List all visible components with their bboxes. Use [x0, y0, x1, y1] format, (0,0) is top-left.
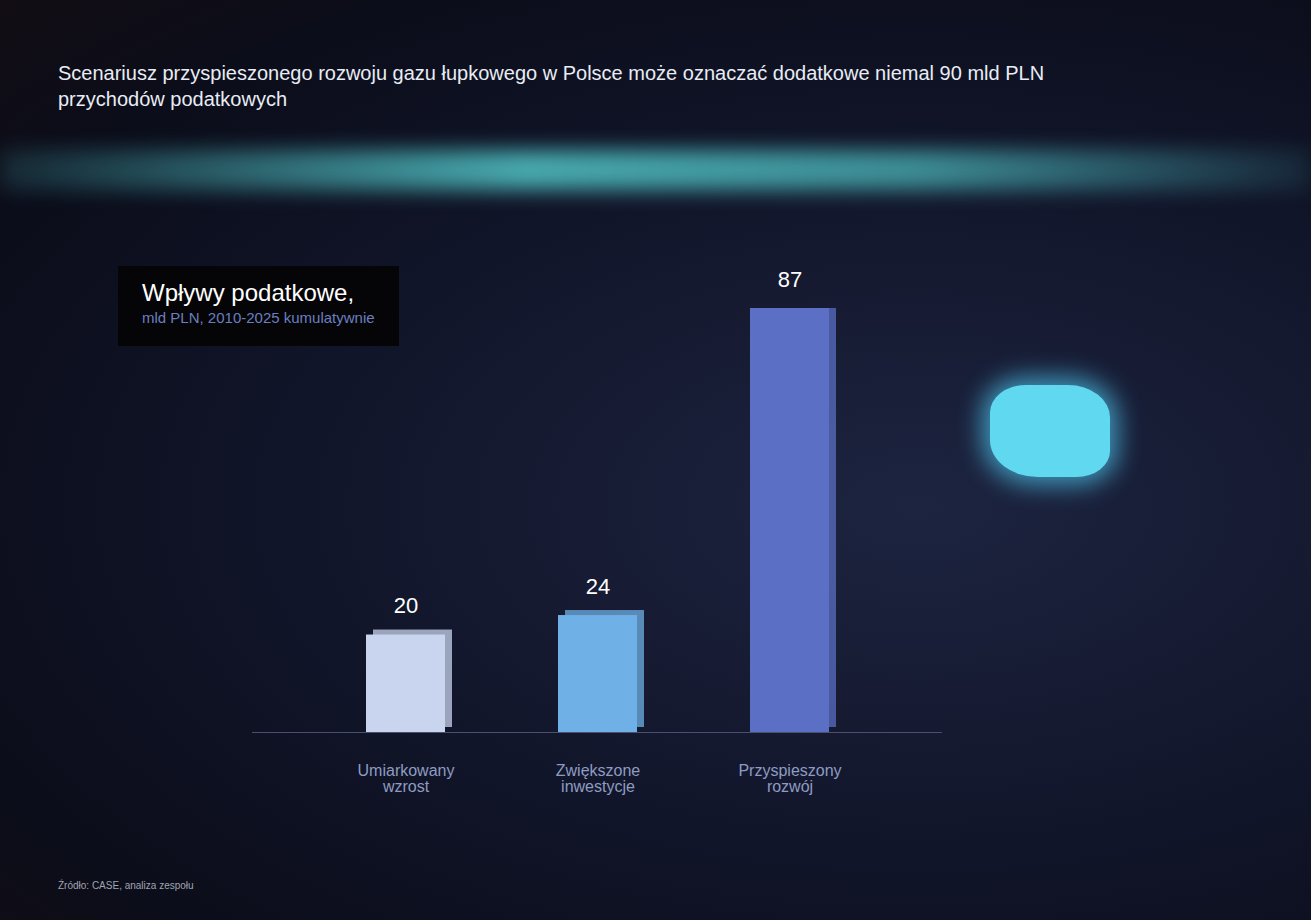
svg-text:Przyspieszonyrozwój: Przyspieszonyrozwój [738, 762, 841, 795]
svg-text:24: 24 [586, 574, 610, 599]
html-text:mld PLN, 2010-2025 kumulatywni: mld PLN, 2010-2025 kumulatywnie [142, 309, 375, 326]
svg-text:Umiarkowanywzrost: Umiarkowanywzrost [358, 762, 455, 795]
svg-text:Zwiększoneinwestycje: Zwiększoneinwestycje [556, 762, 641, 795]
html-text:Scenariusz przyspieszonego roz: Scenariusz przyspieszonego rozwoju gazu … [58, 62, 1045, 110]
svg-text:20: 20 [394, 593, 418, 618]
html-text:Źródło: CASE, analiza zespołu: Źródło: CASE, analiza zespołu [58, 880, 194, 891]
svg-text:87: 87 [778, 267, 802, 292]
html-text:Wpływy podatkowe,: Wpływy podatkowe, [142, 279, 355, 306]
